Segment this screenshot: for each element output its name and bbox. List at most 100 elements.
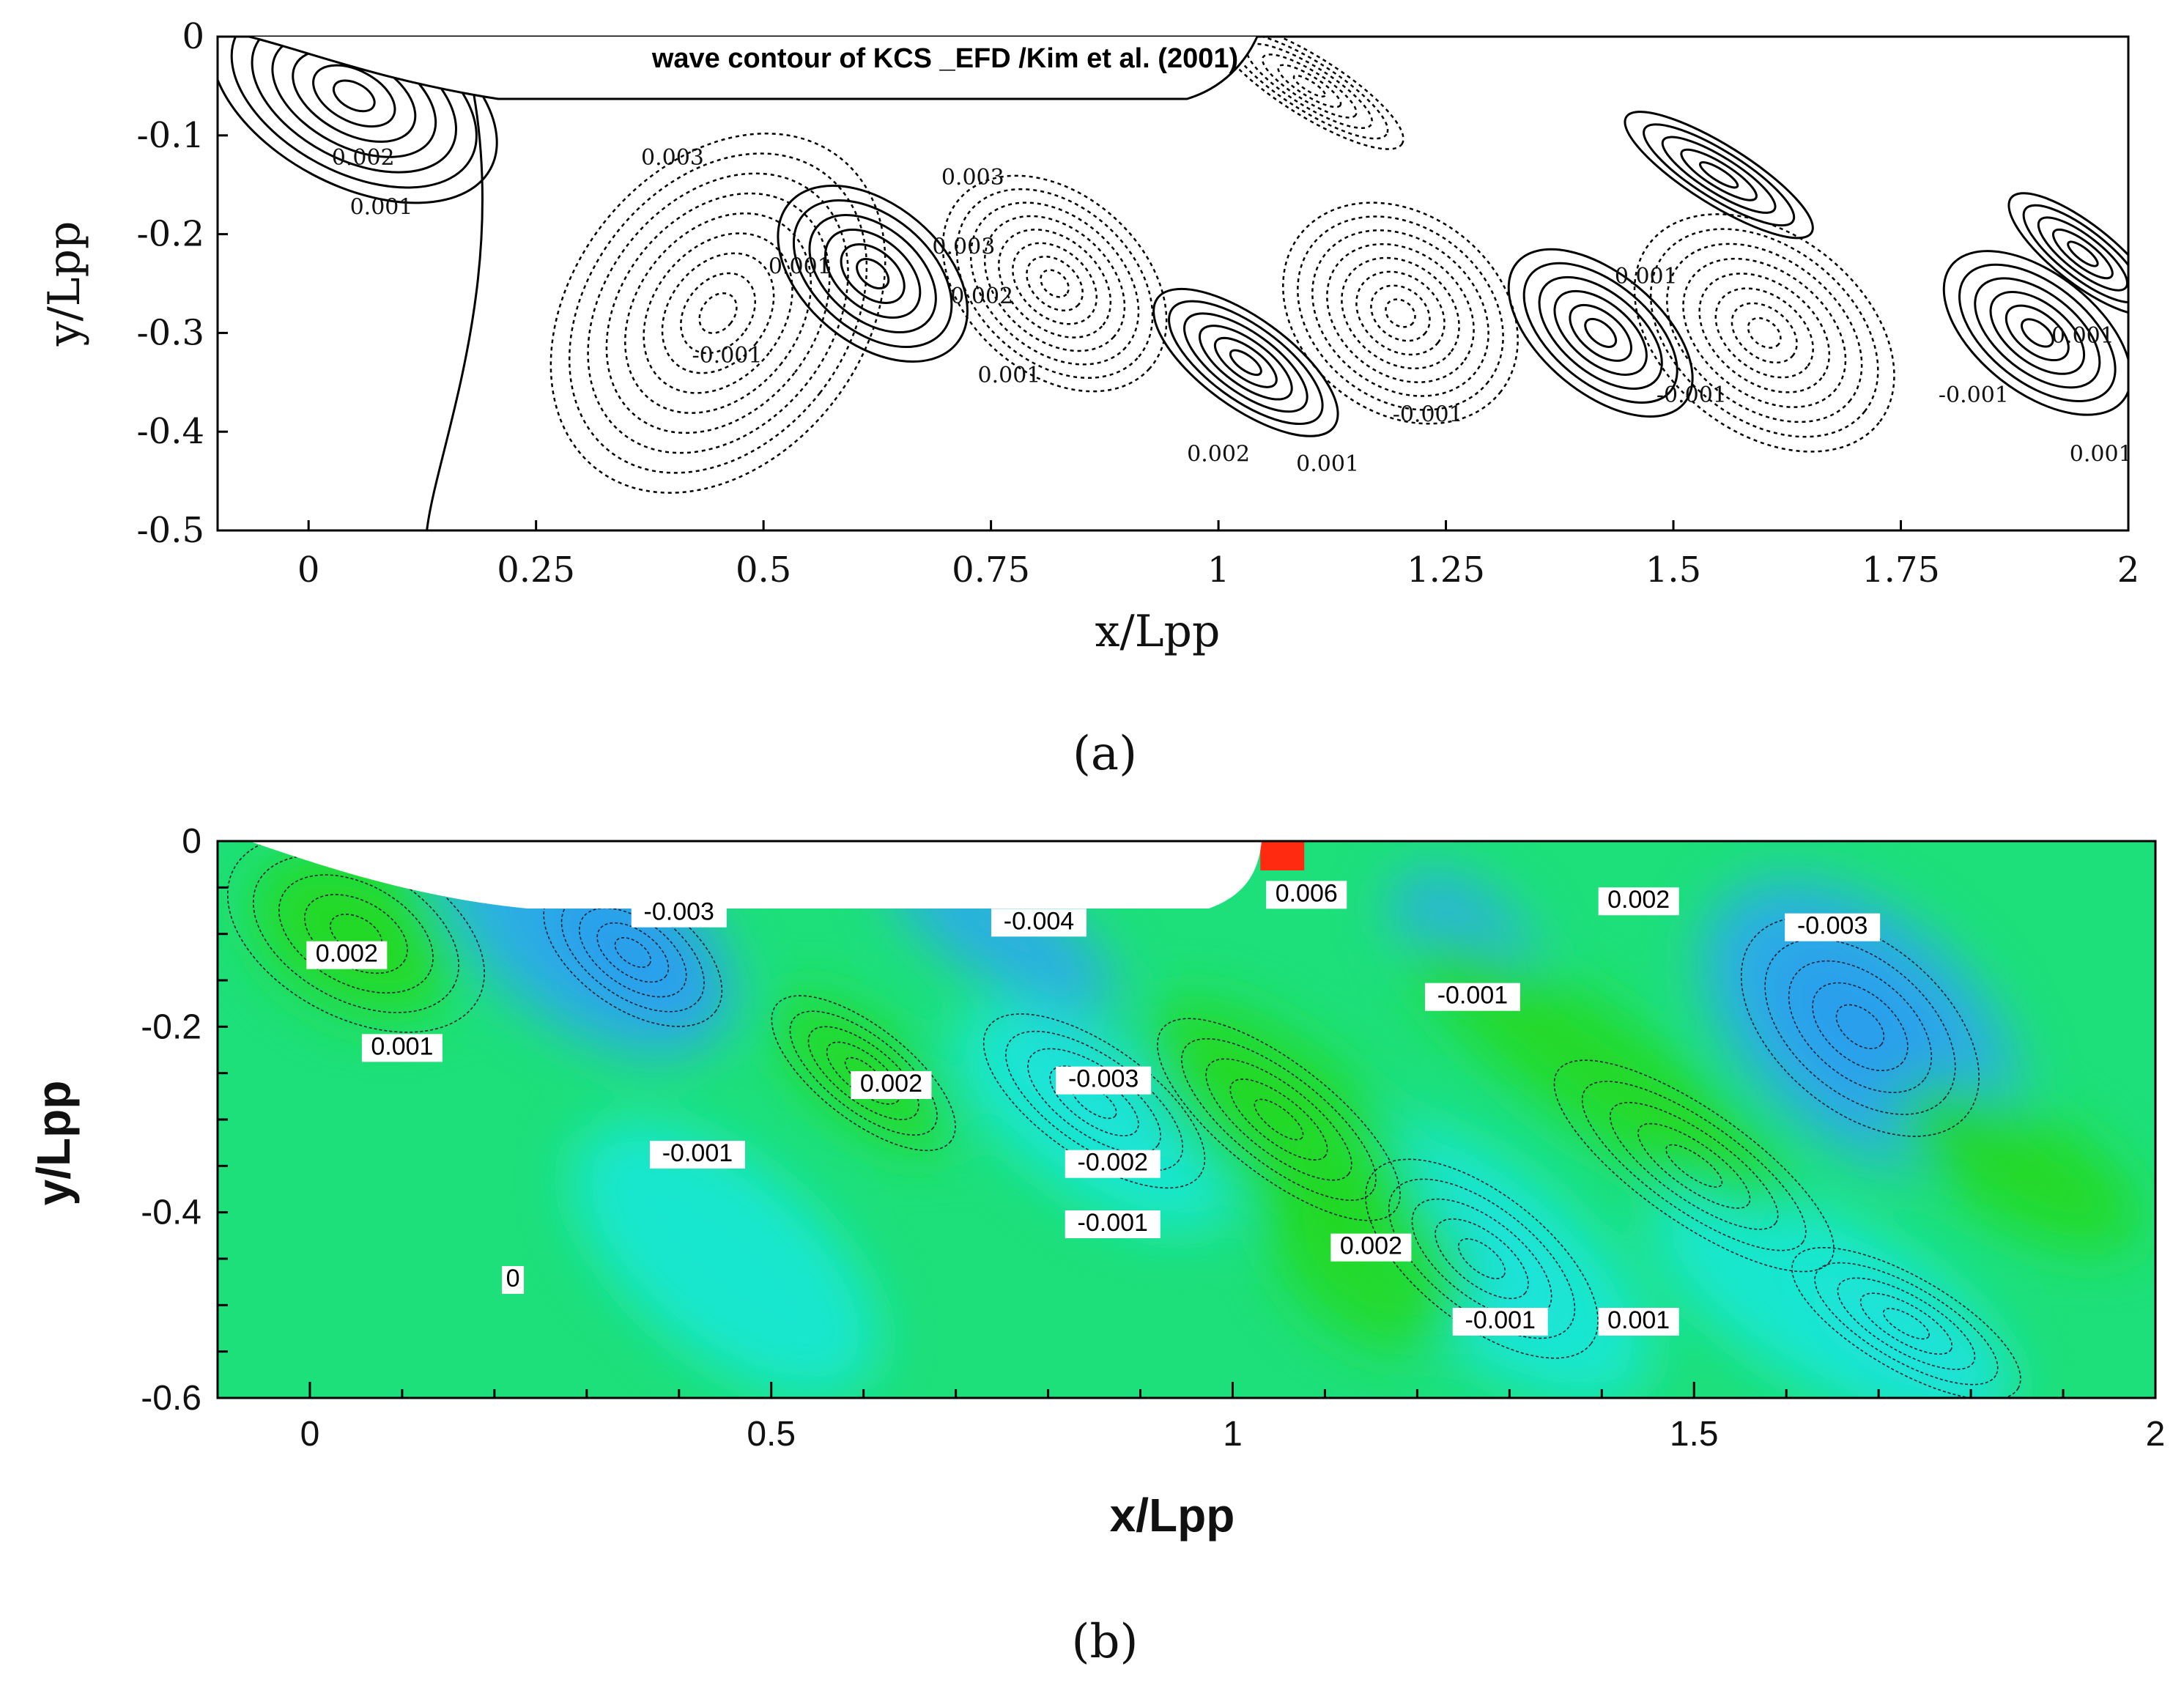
contour-label: -0.003: [644, 898, 714, 926]
contour-label: -0.001: [1465, 1306, 1536, 1334]
contour-line: [983, 215, 1126, 352]
contour-line: [1665, 1144, 1723, 1188]
contour-label: -0.004: [1004, 907, 1074, 935]
contour-line: [218, 37, 498, 204]
contour-line: [1553, 1059, 1835, 1273]
contour-line: [1835, 1004, 1885, 1050]
contour-line: [1812, 982, 1909, 1071]
contour-line: [596, 922, 670, 983]
contour-label: 0.001: [769, 254, 832, 280]
contour-line: [2022, 204, 2128, 304]
panel-b-xtick-label: 2: [2146, 1415, 2166, 1454]
contour-label: 0.002: [860, 1070, 922, 1098]
contour-label: 0.003: [641, 145, 704, 171]
panel-a-ytick-label: 0: [182, 16, 204, 57]
contour-line: [1666, 243, 1863, 423]
contour-line: [1005, 1030, 1184, 1172]
contour-line: [1297, 215, 1504, 411]
contour-line: [1012, 242, 1098, 325]
contour-label: 0.002: [316, 940, 378, 968]
contour-label: -0.003: [1068, 1065, 1139, 1093]
contour-line: [1458, 1238, 1506, 1279]
contour-label-box: [361, 1034, 443, 1062]
contour-line: [1388, 1178, 1576, 1339]
contour-line: [1183, 312, 1308, 413]
contour-line: [840, 243, 906, 305]
contour-line: [1026, 255, 1084, 312]
contour-label: 0.001: [1615, 264, 1678, 289]
contour-line: [1942, 250, 2128, 416]
contour-line: [698, 292, 738, 334]
panel-b-caption: (b): [1072, 1615, 1139, 1669]
panel-b-ylabel: y/Lpp: [27, 1081, 80, 1206]
contour-label-box: [1065, 1210, 1161, 1238]
panel-b-ytick-label: -0.2: [141, 1007, 201, 1046]
colormap-hotspot: [1260, 841, 1305, 870]
panel-a-xtick-label: 0.5: [736, 550, 791, 591]
contour-line: [1040, 269, 1070, 298]
contour-line: [1633, 213, 1895, 453]
contour-line: [1747, 317, 1782, 349]
contour-line: [1152, 287, 1339, 437]
contour-line: [252, 854, 459, 1013]
contour-line: [1882, 1308, 1930, 1340]
panel-a-xtick-label: 0.25: [497, 550, 575, 591]
contour-label: -0.001: [692, 343, 762, 369]
colormap-region: [252, 850, 460, 1018]
colormap-region: [1651, 1180, 2013, 1398]
contour-line: [1311, 229, 1489, 397]
panel-a-ytick-label: -0.3: [136, 312, 204, 353]
contour-line: [789, 1010, 938, 1136]
contour-label-box: [1056, 1066, 1152, 1095]
contour-label-box: [502, 1266, 525, 1294]
panel-b-xtick-label: 1: [1223, 1415, 1243, 1454]
panel-a-xtick-label: 1.25: [1407, 550, 1485, 591]
panel-b-ytick-label: 0: [182, 822, 201, 861]
contour-label: 0.001: [2070, 442, 2133, 467]
contour-line: [998, 229, 1112, 338]
contour-label-box: [1452, 1308, 1548, 1336]
panel-a-ylabel: y/Lpp: [39, 221, 90, 347]
contour-line: [1435, 1218, 1529, 1300]
contour-line: [824, 229, 922, 319]
contour-label-box: [306, 941, 388, 969]
contour-label: 0.001: [371, 1032, 433, 1060]
contour-label-box: [991, 909, 1087, 937]
contour-label: 0.001: [1296, 451, 1359, 477]
contour-label: 0.002: [1187, 442, 1250, 467]
contour-label-box: [1785, 913, 1881, 941]
panel-b-contour-labels: -0.003 -0.004 0.006 0.002 -0.003 0.002 -0.001 0…: [306, 879, 1881, 1336]
contour-label: 0.006: [1276, 879, 1338, 907]
contour-line: [1740, 916, 1980, 1137]
panel-a-xtick-label: 1.5: [1646, 550, 1701, 591]
contour-line: [1370, 284, 1431, 342]
contour-label: -0.001: [1939, 382, 2009, 408]
contour-line: [1507, 248, 1694, 418]
contour-label: -0.003: [1797, 912, 1867, 940]
contour-line: [1624, 111, 1814, 240]
contour-line: [1341, 256, 1460, 370]
panel-a-title: wave contour of KCS _EFD /Kim et al. (20…: [651, 43, 1238, 74]
contour-line: [230, 37, 478, 189]
contour-label: 0.001: [2051, 323, 2114, 349]
contour-line: [1958, 263, 2117, 402]
contour-line: [1168, 300, 1324, 426]
contour-line: [304, 894, 408, 974]
panel-a-xtick-label: 0.75: [952, 550, 1030, 591]
contour-line: [1254, 1098, 1304, 1141]
contour-label: 0.003: [941, 165, 1004, 190]
contour-label: -0.001: [662, 1139, 733, 1167]
contour-label-box: [1424, 983, 1520, 1011]
contour-line: [1277, 64, 1342, 108]
contour-label: 0.003: [932, 234, 995, 260]
contour-line: [1814, 1262, 1999, 1385]
contour-line: [1229, 1078, 1328, 1161]
contour-line: [1569, 303, 1633, 362]
contour-line: [1649, 228, 1879, 438]
contour-label: 0.002: [1340, 1232, 1402, 1260]
panel-b-xtick-label: 1.5: [1670, 1415, 1719, 1454]
contour-label: 0.001: [350, 195, 413, 221]
contour-line: [1261, 53, 1358, 119]
contour-line: [1027, 1048, 1161, 1154]
contour-line: [278, 874, 434, 993]
